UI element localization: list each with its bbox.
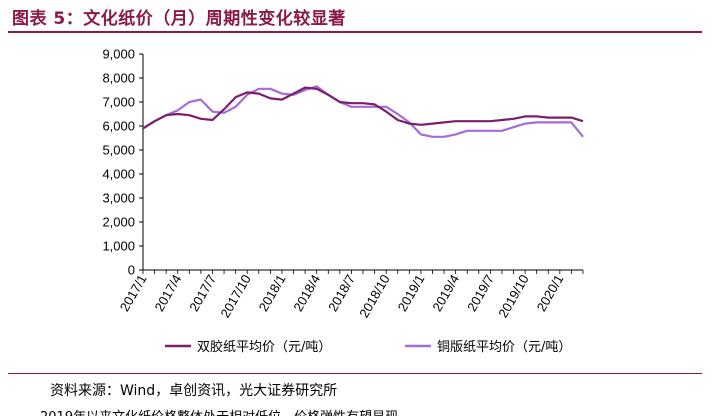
- legend: 双胶纸平均价（元/吨） 铜版纸平均价（元/吨）: [165, 339, 571, 355]
- figure-title: 图表 5：文化纸价（月）周期性变化较显著: [12, 9, 346, 29]
- y-tick-label: 0: [128, 263, 135, 278]
- x-tick-label: 2018/1: [256, 272, 289, 314]
- x-tick-label: 2017/1: [117, 272, 150, 314]
- y-tick-label: 5,000: [102, 143, 135, 158]
- y-tick-label: 1,000: [102, 239, 135, 254]
- series-line: [142, 86, 584, 130]
- x-tick-label: 2019/7: [464, 272, 497, 314]
- following-text: 2019年以来文化纸价格整体处于相对低位，价格弹性有望显现: [40, 406, 680, 416]
- y-tick-label: 8,000: [102, 71, 135, 86]
- y-tick-label: 9,000: [102, 47, 135, 62]
- x-tick-label: 2017/10: [217, 272, 253, 320]
- x-tick-label: 2019/10: [495, 272, 531, 320]
- y-axis-ticks: 0 1,000 2,000 3,000 4,000 5,000 6,000 7,000 8,00…: [102, 47, 143, 278]
- x-tick-label: 2018/10: [356, 272, 392, 320]
- source-note: 资料来源：Wind，卓创资讯，光大证券研究所: [50, 383, 338, 399]
- source-divider: [8, 373, 702, 374]
- series-lines: [142, 85, 584, 138]
- y-tick-label: 7,000: [102, 95, 135, 110]
- x-tick-label: 2020/1: [534, 272, 567, 314]
- y-tick-label: 6,000: [102, 119, 135, 134]
- series-line: [142, 85, 584, 138]
- y-tick-label: 3,000: [102, 191, 135, 206]
- x-tick-label: 2018/7: [325, 272, 358, 314]
- title-divider: [8, 31, 702, 33]
- y-tick-label: 2,000: [102, 215, 135, 230]
- x-tick-label: 2019/1: [395, 272, 428, 314]
- x-tick-label: 2017/7: [186, 272, 219, 314]
- x-tick-label: 2019/4: [429, 272, 462, 314]
- x-tick-label: 2018/4: [290, 272, 323, 314]
- price-line-chart: 0 1,000 2,000 3,000 4,000 5,000 6,000 7,000 8,00…: [102, 47, 584, 355]
- y-tick-label: 4,000: [102, 167, 135, 182]
- x-tick-label: 2017/4: [151, 272, 184, 314]
- chart-axes: [142, 54, 583, 271]
- legend-label: 铜版纸平均价（元/吨）: [437, 340, 571, 355]
- legend-label: 双胶纸平均价（元/吨）: [197, 339, 331, 355]
